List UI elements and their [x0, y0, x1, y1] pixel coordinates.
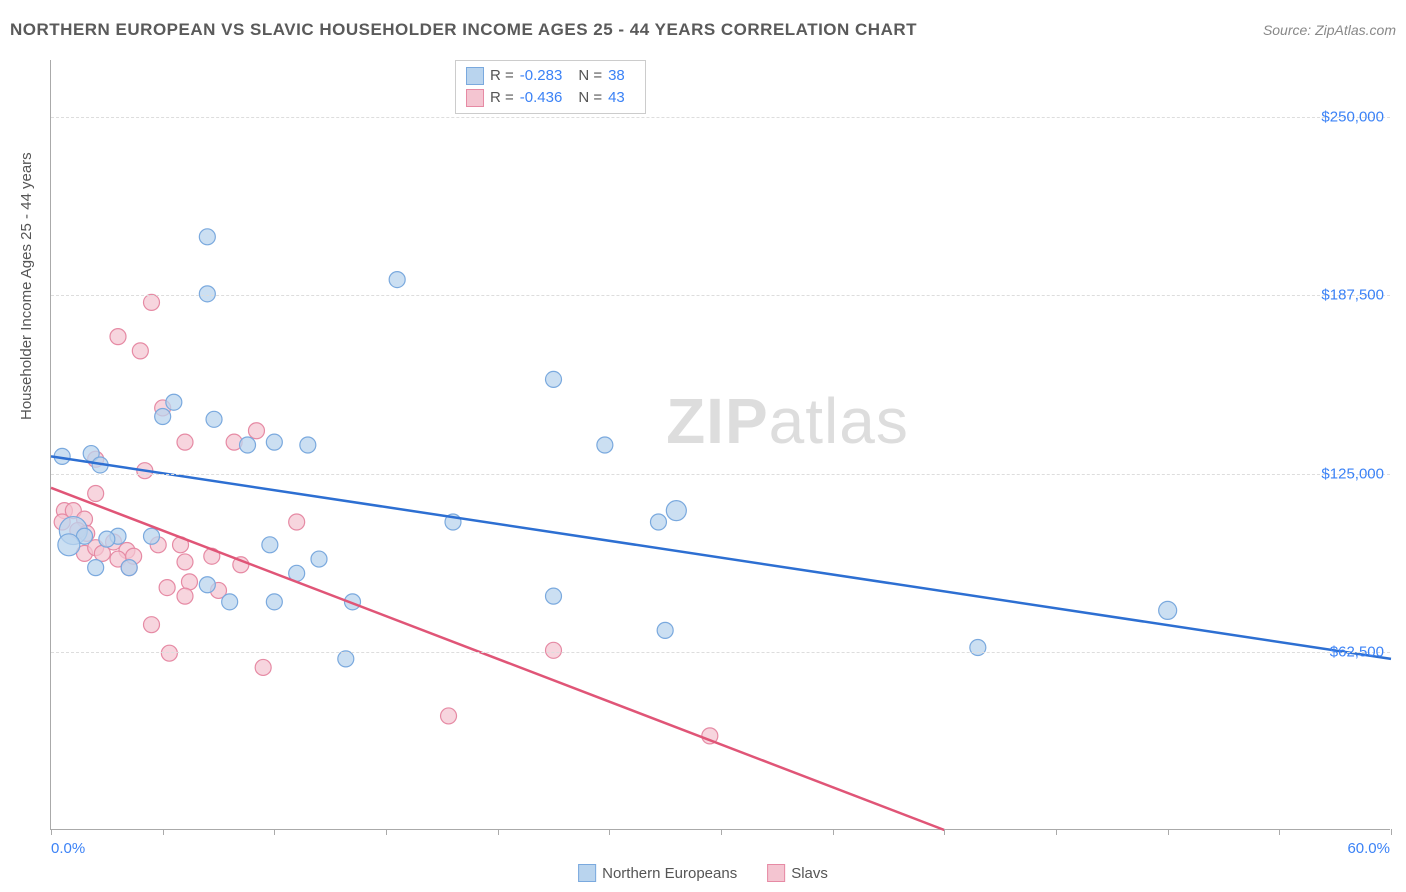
- scatter-point: [546, 371, 562, 387]
- n-label: N =: [578, 87, 602, 109]
- scatter-point: [58, 534, 80, 556]
- x-axis-max-label: 60.0%: [1347, 840, 1390, 857]
- stats-row-slavic: R = -0.436 N = 43: [466, 87, 635, 109]
- x-tick: [51, 829, 52, 835]
- scatter-point: [132, 343, 148, 359]
- scatter-point: [255, 659, 271, 675]
- scatter-point: [311, 551, 327, 567]
- scatter-point: [159, 580, 175, 596]
- y-tick-label: $250,000: [1321, 109, 1384, 126]
- plot-area: ZIPatlas 0.0% 60.0% $62,500$125,000$187,…: [50, 60, 1390, 830]
- scatter-point: [199, 286, 215, 302]
- grid-line: [51, 652, 1390, 653]
- scatter-point: [248, 423, 264, 439]
- swatch-northern-icon: [578, 864, 596, 882]
- scatter-point: [121, 560, 137, 576]
- r-label: R =: [490, 87, 514, 109]
- scatter-point: [181, 574, 197, 590]
- legend-item-northern: Northern Europeans: [578, 864, 737, 882]
- x-tick: [1279, 829, 1280, 835]
- scatter-point: [144, 294, 160, 310]
- x-tick: [833, 829, 834, 835]
- scatter-point: [389, 272, 405, 288]
- y-axis-title: Householder Income Ages 25 - 44 years: [18, 152, 35, 420]
- grid-line: [51, 117, 1390, 118]
- scatter-point: [970, 639, 986, 655]
- grid-line: [51, 295, 1390, 296]
- x-tick: [386, 829, 387, 835]
- source-label: Source: ZipAtlas.com: [1263, 22, 1396, 38]
- y-tick-label: $187,500: [1321, 287, 1384, 304]
- scatter-point: [338, 651, 354, 667]
- scatter-point: [155, 408, 171, 424]
- y-tick-label: $62,500: [1330, 643, 1384, 660]
- x-tick: [1056, 829, 1057, 835]
- slavic-n-value: 43: [608, 87, 625, 109]
- plot-svg: [51, 60, 1390, 829]
- scatter-point: [222, 594, 238, 610]
- x-tick: [721, 829, 722, 835]
- scatter-point: [144, 617, 160, 633]
- title-bar: NORTHERN EUROPEAN VS SLAVIC HOUSEHOLDER …: [10, 20, 1396, 40]
- bottom-legend: Northern Europeans Slavs: [578, 864, 828, 882]
- swatch-northern: [466, 67, 484, 85]
- northern-n-value: 38: [608, 65, 625, 87]
- scatter-point: [266, 594, 282, 610]
- x-tick: [498, 829, 499, 835]
- stats-legend-box: R = -0.283 N = 38 R = -0.436 N = 43: [455, 60, 646, 114]
- scatter-point: [240, 437, 256, 453]
- scatter-point: [199, 577, 215, 593]
- scatter-point: [110, 329, 126, 345]
- scatter-point: [300, 437, 316, 453]
- swatch-slavic-icon: [767, 864, 785, 882]
- scatter-point: [177, 554, 193, 570]
- swatch-slavic: [466, 89, 484, 107]
- scatter-point: [441, 708, 457, 724]
- scatter-point: [289, 514, 305, 530]
- scatter-point: [262, 537, 278, 553]
- trend-line: [51, 488, 944, 830]
- scatter-point: [666, 501, 686, 521]
- x-tick: [163, 829, 164, 835]
- scatter-point: [161, 645, 177, 661]
- scatter-point: [88, 485, 104, 501]
- scatter-point: [88, 560, 104, 576]
- chart-title: NORTHERN EUROPEAN VS SLAVIC HOUSEHOLDER …: [10, 20, 917, 40]
- legend-label-slavic: Slavs: [791, 865, 828, 882]
- scatter-point: [99, 531, 115, 547]
- scatter-point: [597, 437, 613, 453]
- grid-line: [51, 474, 1390, 475]
- x-tick: [274, 829, 275, 835]
- scatter-point: [177, 588, 193, 604]
- x-axis-min-label: 0.0%: [51, 840, 85, 857]
- x-tick: [1168, 829, 1169, 835]
- x-tick: [609, 829, 610, 835]
- scatter-point: [177, 434, 193, 450]
- scatter-point: [546, 642, 562, 658]
- r-label: R =: [490, 65, 514, 87]
- stats-row-northern: R = -0.283 N = 38: [466, 65, 635, 87]
- scatter-point: [546, 588, 562, 604]
- northern-r-value: -0.283: [520, 65, 563, 87]
- x-tick: [944, 829, 945, 835]
- x-tick: [1391, 829, 1392, 835]
- scatter-point: [206, 411, 222, 427]
- scatter-point: [199, 229, 215, 245]
- legend-item-slavic: Slavs: [767, 864, 828, 882]
- scatter-point: [657, 622, 673, 638]
- trend-line: [51, 456, 1391, 658]
- scatter-point: [1159, 601, 1177, 619]
- scatter-point: [144, 528, 160, 544]
- y-tick-label: $125,000: [1321, 465, 1384, 482]
- n-label: N =: [578, 65, 602, 87]
- legend-label-northern: Northern Europeans: [602, 865, 737, 882]
- scatter-point: [266, 434, 282, 450]
- scatter-point: [166, 394, 182, 410]
- slavic-r-value: -0.436: [520, 87, 563, 109]
- scatter-point: [650, 514, 666, 530]
